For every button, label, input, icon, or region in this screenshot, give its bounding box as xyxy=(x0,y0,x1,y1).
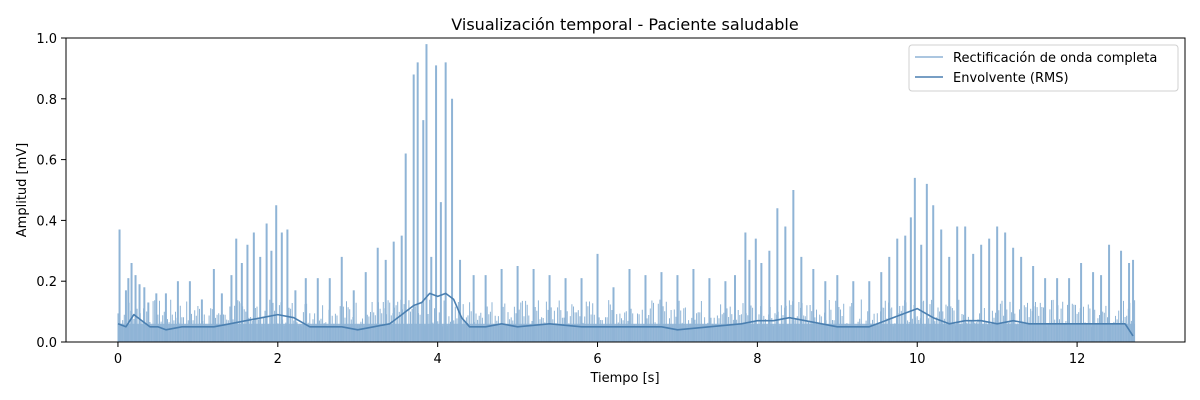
x-tick-label-3: 6 xyxy=(593,352,601,367)
y-axis-ticks: 0.0 0.2 0.4 0.6 0.8 1.0 xyxy=(36,32,66,351)
y-tick-label-2: 0.4 xyxy=(36,214,57,229)
x-tick-label-1: 2 xyxy=(274,352,282,367)
y-axis-label: Amplitud [mV] xyxy=(15,143,30,237)
x-tick-label-5: 10 xyxy=(909,352,926,367)
legend-label-rectified: Rectificación de onda completa xyxy=(953,51,1157,66)
x-tick-label-4: 8 xyxy=(753,352,761,367)
y-tick-label-0: 0.0 xyxy=(36,336,57,351)
x-tick-label-2: 4 xyxy=(434,352,442,367)
y-tick-label-4: 0.8 xyxy=(36,93,57,108)
rms-envelope-layer xyxy=(117,292,1134,337)
x-tick-label-6: 12 xyxy=(1069,352,1086,367)
plot-frame xyxy=(65,37,1186,343)
x-axis-label: Tiempo [s] xyxy=(589,371,659,386)
rms-envelope-line xyxy=(117,292,1134,337)
y-tick-label-1: 0.2 xyxy=(36,275,57,290)
x-axis-ticks: 0 2 4 6 8 10 12 xyxy=(114,342,1086,367)
y-tick-label-3: 0.6 xyxy=(36,154,57,169)
x-tick-label-0: 0 xyxy=(114,352,122,367)
legend-label-envelope: Envolvente (RMS) xyxy=(953,71,1069,86)
chart-title: Visualización temporal - Paciente saluda… xyxy=(451,15,798,34)
legend-box xyxy=(908,44,1179,92)
y-tick-label-5: 1.0 xyxy=(36,32,57,47)
legend: Rectificación de onda completa Envolvent… xyxy=(908,44,1179,92)
